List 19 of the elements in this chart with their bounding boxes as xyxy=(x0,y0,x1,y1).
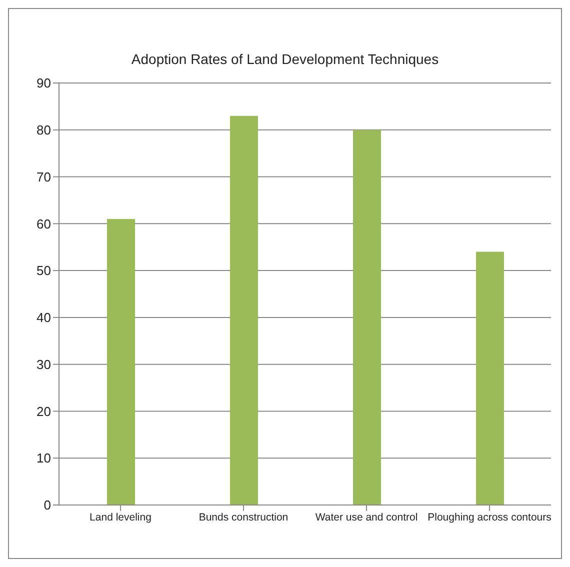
bar xyxy=(107,218,135,505)
bar xyxy=(230,116,258,505)
y-tick-label: 80 xyxy=(36,122,51,138)
x-tick-label: Water use and control xyxy=(315,511,418,524)
chart-title: Adoption Rates of Land Development Techniques xyxy=(130,51,440,69)
y-tick-label: 50 xyxy=(36,263,51,278)
y-tick-label: 40 xyxy=(36,310,51,326)
y-tick-label: 30 xyxy=(36,356,51,372)
bar xyxy=(476,252,504,505)
y-tick-label: 70 xyxy=(36,169,51,184)
x-tick-label: Ploughing across contours xyxy=(428,511,552,524)
x-tick-label: Bunds construction xyxy=(198,511,288,524)
bar xyxy=(353,130,381,505)
y-tick-label: 0 xyxy=(44,498,51,513)
x-tick-label: Land leveling xyxy=(90,511,152,524)
y-tick-label: 10 xyxy=(36,450,51,466)
y-tick-label: 90 xyxy=(36,76,51,91)
y-tick-label: 20 xyxy=(36,404,51,419)
y-tick-label: 60 xyxy=(36,216,51,232)
